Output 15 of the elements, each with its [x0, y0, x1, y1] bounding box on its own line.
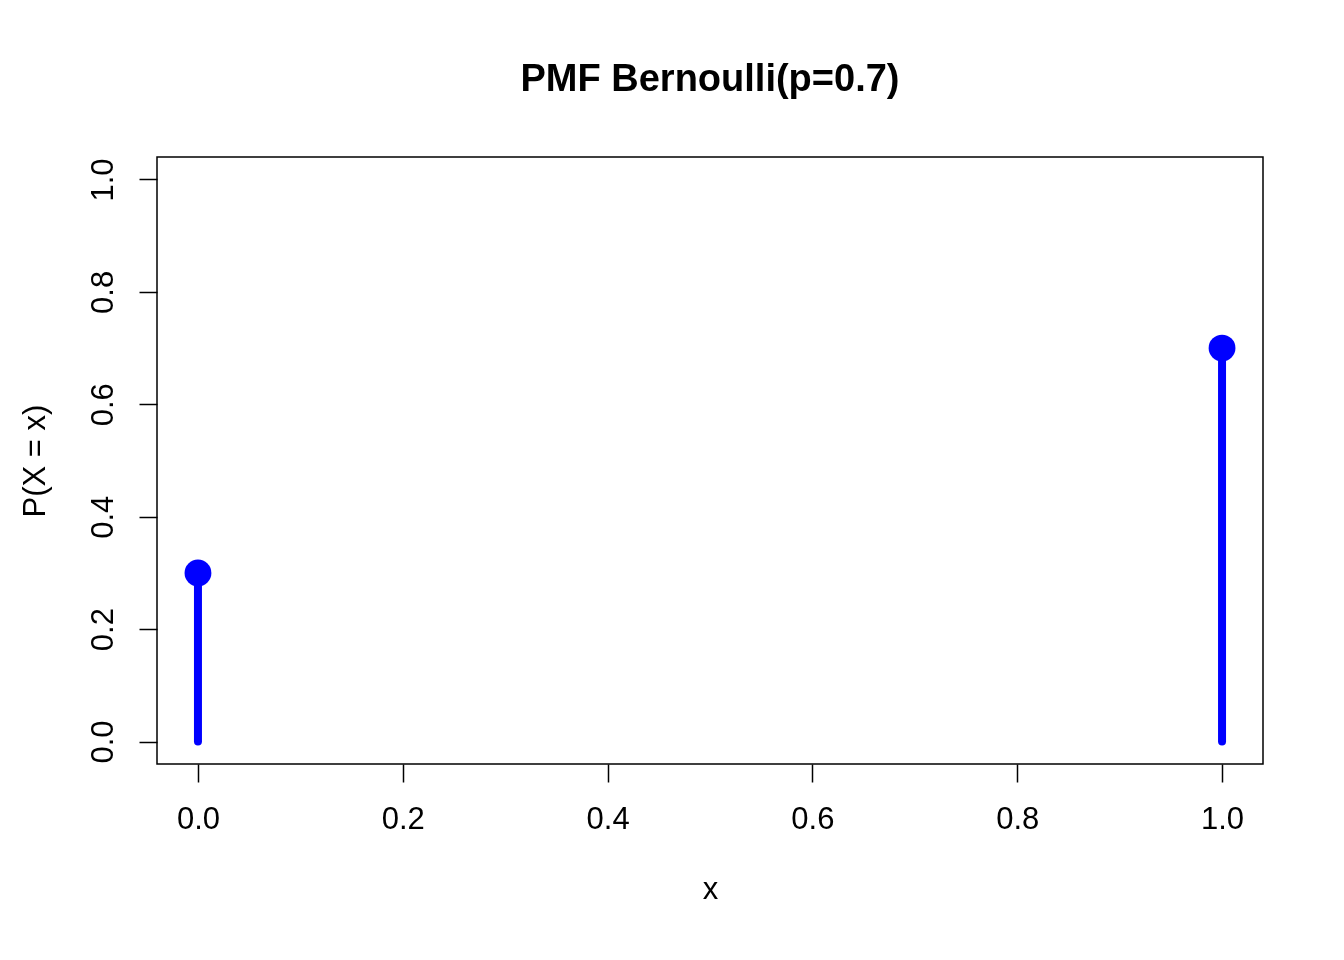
y-tick-label: 0.0 — [84, 720, 120, 764]
x-tick-label: 0.2 — [381, 800, 425, 836]
x-axis-title: x — [702, 870, 719, 906]
y-tick-label: 0.6 — [84, 383, 120, 427]
x-tick-label: 1.0 — [1200, 800, 1245, 836]
x-tick-label: 0.6 — [791, 800, 835, 836]
y-tick-label: 0.8 — [84, 270, 120, 314]
chart-title: PMF Bernoulli(p=0.7) — [520, 57, 900, 99]
x-tick-label: 0.0 — [176, 800, 221, 836]
y-tick-label: 1.0 — [84, 158, 120, 202]
y-tick-label: 0.4 — [84, 495, 120, 539]
y-axis-title: P(X = x) — [16, 404, 52, 518]
y-tick-label: 0.2 — [84, 608, 120, 652]
x-tick-label: 0.8 — [996, 800, 1040, 836]
x-tick-label: 0.4 — [586, 800, 630, 836]
